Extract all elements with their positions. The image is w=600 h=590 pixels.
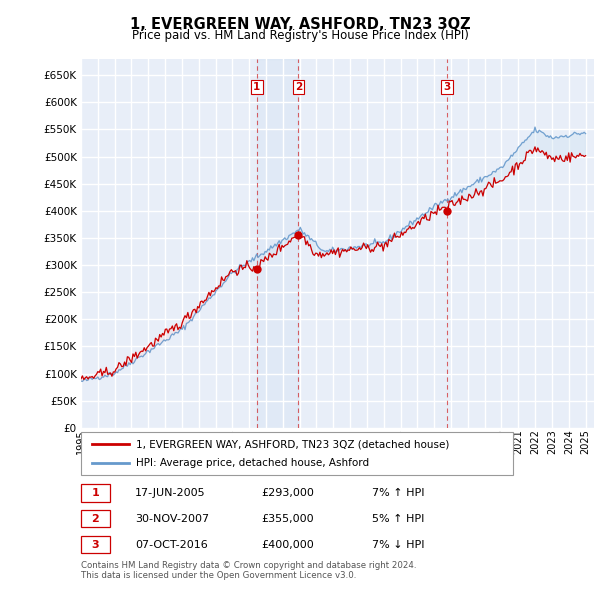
Text: 1, EVERGREEN WAY, ASHFORD, TN23 3QZ (detached house): 1, EVERGREEN WAY, ASHFORD, TN23 3QZ (det… — [136, 440, 449, 450]
Text: HPI: Average price, detached house, Ashford: HPI: Average price, detached house, Ashf… — [136, 458, 370, 468]
Text: £293,000: £293,000 — [261, 488, 314, 497]
Text: £400,000: £400,000 — [261, 540, 314, 549]
Text: Price paid vs. HM Land Registry's House Price Index (HPI): Price paid vs. HM Land Registry's House … — [131, 30, 469, 42]
Text: 30-NOV-2007: 30-NOV-2007 — [135, 514, 209, 523]
Text: 1: 1 — [253, 81, 260, 91]
Text: 7% ↑ HPI: 7% ↑ HPI — [372, 488, 425, 497]
Text: Contains HM Land Registry data © Crown copyright and database right 2024.
This d: Contains HM Land Registry data © Crown c… — [81, 560, 416, 580]
Text: 3: 3 — [92, 540, 99, 549]
Text: 3: 3 — [443, 81, 451, 91]
Text: 2: 2 — [295, 81, 302, 91]
Bar — [257, 59, 298, 428]
Text: 1: 1 — [92, 488, 99, 497]
Text: 2: 2 — [92, 514, 99, 523]
Text: 17-JUN-2005: 17-JUN-2005 — [135, 488, 206, 497]
Text: £355,000: £355,000 — [261, 514, 314, 523]
Text: 5% ↑ HPI: 5% ↑ HPI — [372, 514, 424, 523]
Text: 1, EVERGREEN WAY, ASHFORD, TN23 3QZ: 1, EVERGREEN WAY, ASHFORD, TN23 3QZ — [130, 17, 470, 31]
Text: 07-OCT-2016: 07-OCT-2016 — [135, 540, 208, 549]
Text: 7% ↓ HPI: 7% ↓ HPI — [372, 540, 425, 549]
